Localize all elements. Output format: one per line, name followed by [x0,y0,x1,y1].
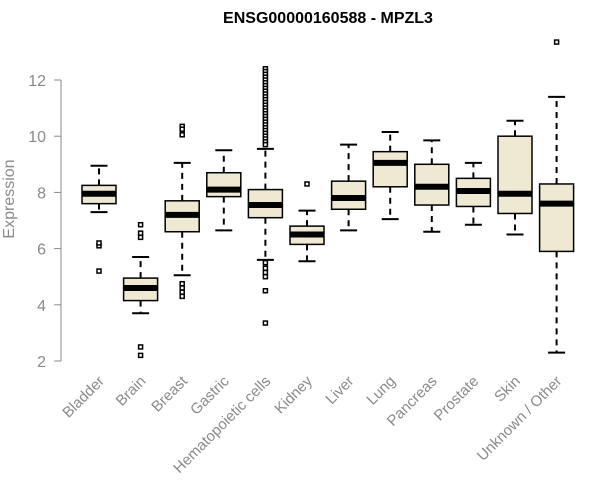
box-gastric [206,171,242,198]
outlier-hematopoietic-cells-27 [262,141,269,148]
outlier-brain-3 [137,344,144,350]
box-group-bladder [81,164,117,274]
outlier-hematopoietic-cells-33 [262,320,269,326]
outlier-brain-1 [137,230,144,236]
y-tick-label-10: 10 [28,129,46,146]
outlier-brain-4 [137,352,144,359]
x-tick-label-brain: Brain [113,373,150,410]
x-tick-label-kidney: Kidney [271,372,316,417]
y-tick-label-6: 6 [37,242,46,259]
x-tick-label-liver: Liver [322,373,357,408]
outlier-breast-5 [179,289,185,295]
outlier-hematopoietic-cells-31 [262,273,269,280]
y-tick-label-8: 8 [37,185,46,202]
chart-title: ENSG00000160588 - MPZL3 [223,10,433,27]
x-tick-label-prostate: Prostate [431,373,483,425]
box-lung [372,150,408,188]
outlier-breast-4 [179,285,185,291]
box-group-lung [372,130,408,221]
box-group-breast [164,123,200,300]
outlier-brain-2 [137,221,144,228]
outlier-hematopoietic-cells-30 [262,269,269,276]
plot-area [81,39,575,359]
box-group-skin [497,119,533,236]
outlier-brain-0 [137,234,144,241]
y-axis-title: Expression [1,159,18,238]
x-tick-label-lung: Lung [363,373,399,409]
x-tick-label-bladder: Bladder [59,373,108,422]
outlier-bladder-2 [96,268,102,274]
outlier-breast-3 [179,280,185,287]
box-group-unknown-other [538,39,575,354]
y-tick-label-4: 4 [37,298,46,315]
outlier-hematopoietic-cells-29 [262,265,269,272]
box-group-gastric [206,149,242,232]
outlier-hematopoietic-cells-28 [262,259,269,266]
y-axis: 2 4 6 8 10 12 [28,73,62,371]
outlier-breast-6 [179,293,185,300]
outlier-kidney-0 [304,181,310,187]
outlier-unknown-other-0 [553,39,560,45]
box-unknown-other [538,183,575,253]
outlier-breast-1 [179,126,185,132]
outlier-bladder-1 [96,240,102,246]
box-skin [497,135,533,215]
box-group-prostate [455,161,492,226]
x-tick-label-skin: Skin [491,373,524,406]
box-group-kidney [289,181,325,263]
box-group-liver [330,143,367,232]
y-tick-label-12: 12 [28,73,46,90]
outlier-breast-2 [179,132,185,138]
y-tick-label-2: 2 [37,354,46,371]
box-group-pancreas [414,139,450,233]
box-group-brain [122,221,159,359]
x-tick-label-breast: Breast [148,372,191,415]
box-group-hematopoietic-cells [247,66,284,326]
outlier-hematopoietic-cells-32 [262,288,269,294]
